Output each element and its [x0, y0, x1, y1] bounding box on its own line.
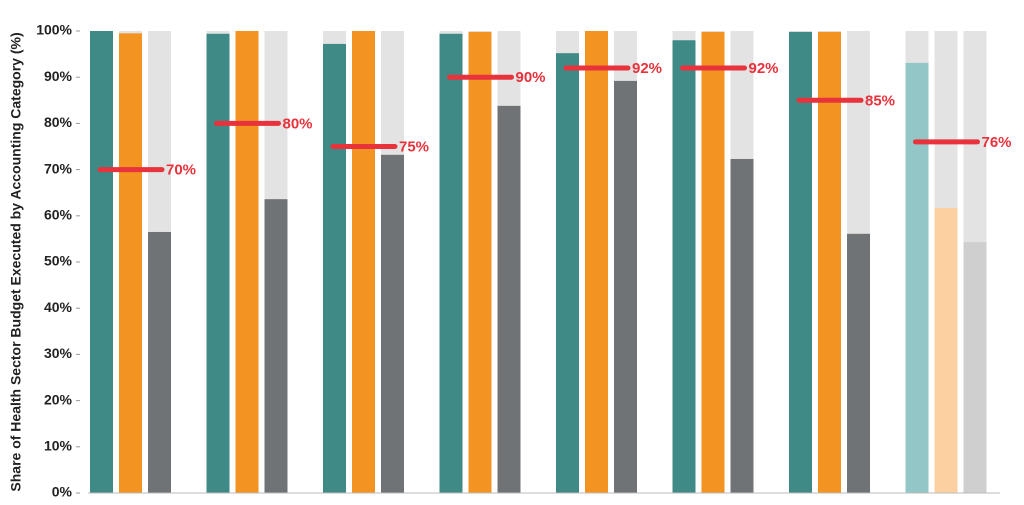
bar	[323, 43, 346, 493]
bar	[381, 154, 404, 494]
bar	[614, 80, 637, 494]
bar	[672, 40, 696, 494]
bar	[497, 105, 521, 494]
target-label: 76%	[982, 134, 1012, 151]
target-label: 90%	[516, 69, 546, 86]
bar	[90, 31, 113, 493]
bar	[556, 53, 579, 494]
bar	[468, 31, 492, 493]
y-tick-label: 60%	[44, 207, 73, 223]
bar	[934, 207, 958, 494]
y-tick-label: 0%	[52, 484, 73, 500]
y-tick-label: 20%	[44, 391, 73, 407]
bar	[701, 31, 725, 493]
y-tick-label: 10%	[44, 438, 73, 454]
bar	[963, 242, 987, 493]
bar	[730, 158, 754, 493]
bar	[119, 33, 142, 494]
bar	[789, 31, 812, 493]
target-label: 85%	[865, 92, 895, 109]
bar	[235, 31, 259, 493]
bar	[352, 31, 375, 493]
y-tick-label: 80%	[44, 114, 73, 130]
y-tick-label: 50%	[44, 253, 73, 269]
y-tick-label: 40%	[44, 299, 73, 315]
target-label: 70%	[166, 162, 196, 179]
bar	[264, 199, 288, 493]
y-tick-label: 70%	[44, 160, 73, 176]
y-tick-label: 30%	[44, 345, 73, 361]
y-tick-label: 100%	[36, 22, 72, 38]
y-tick-label: 90%	[44, 68, 73, 84]
y-axis-label: Share of Health Sector Budget Executed b…	[8, 32, 24, 491]
bar	[818, 31, 841, 493]
bar	[148, 231, 171, 493]
bar	[206, 33, 230, 493]
bar	[585, 31, 608, 493]
bar	[905, 62, 929, 494]
target-label: 80%	[283, 115, 313, 132]
bar	[439, 33, 463, 493]
target-label: 92%	[749, 60, 779, 77]
bar	[847, 233, 870, 493]
target-label: 92%	[632, 60, 662, 77]
target-label: 75%	[399, 138, 429, 155]
